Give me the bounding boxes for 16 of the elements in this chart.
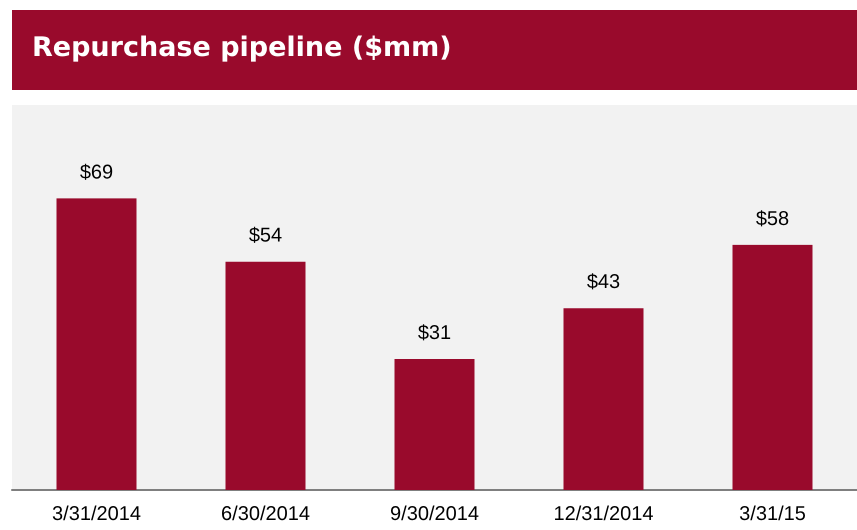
bar xyxy=(564,308,644,490)
x-tick-label: 12/31/2014 xyxy=(553,503,654,525)
data-label: $31 xyxy=(418,322,452,344)
x-tick-label: 9/30/2014 xyxy=(390,503,479,525)
data-label: $69 xyxy=(80,161,114,184)
data-label: $54 xyxy=(248,224,282,247)
x-tick-label: 3/31/15 xyxy=(739,503,806,525)
bar xyxy=(732,244,812,490)
chart-title: Repurchase pipeline ($mm) xyxy=(32,32,452,63)
bar xyxy=(394,358,474,490)
bar xyxy=(226,262,306,490)
bar xyxy=(56,198,136,490)
data-label: $58 xyxy=(756,208,790,230)
x-tick-label: 3/31/2014 xyxy=(52,503,141,525)
data-label: $43 xyxy=(586,271,620,294)
x-tick-label: 6/30/2014 xyxy=(221,503,310,525)
